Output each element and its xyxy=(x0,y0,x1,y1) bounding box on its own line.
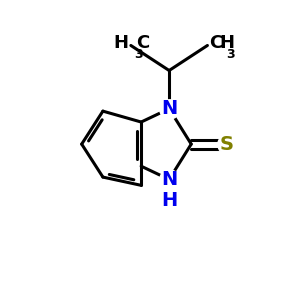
Text: N: N xyxy=(161,99,177,118)
Text: 3: 3 xyxy=(134,48,142,62)
Text: S: S xyxy=(220,135,234,154)
Text: H: H xyxy=(220,34,235,52)
Text: H: H xyxy=(161,191,177,210)
Text: C: C xyxy=(209,34,222,52)
Text: H: H xyxy=(113,34,128,52)
Text: 3: 3 xyxy=(226,48,235,61)
Text: C: C xyxy=(136,34,149,52)
Text: N: N xyxy=(161,170,177,189)
